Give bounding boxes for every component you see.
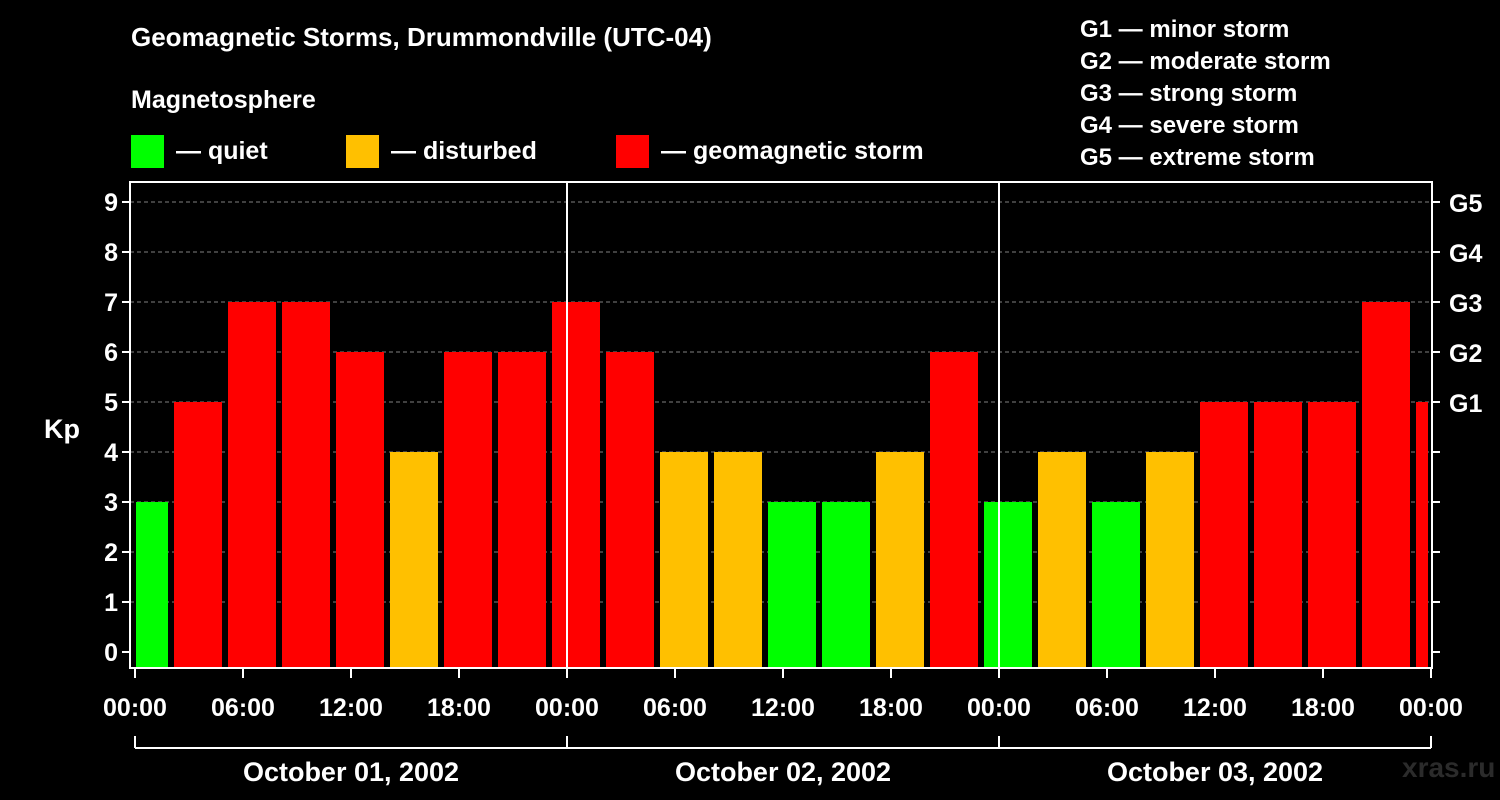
kp-bar [228,302,276,668]
y-tick-label: 0 [104,639,118,667]
kp-bar [1092,502,1140,668]
x-tick-label: 00:00 [535,694,599,722]
kp-bar [876,452,924,668]
x-tick-label: 06:00 [1075,694,1139,722]
x-tick-label: 00:00 [967,694,1031,722]
storm-scale-g2: G2 — moderate storm [1080,48,1331,75]
legend-swatch-quiet [131,134,164,168]
g-scale-label: G2 [1449,340,1482,368]
kp-bar [1416,402,1428,668]
chart-title: Geomagnetic Storms, Drummondville (UTC-0… [131,22,712,52]
legend-label-storm: — geomagnetic storm [661,136,924,165]
kp-bar [1362,302,1410,668]
g-scale-label: G3 [1449,290,1482,318]
kp-bar [390,452,438,668]
kp-bar [1200,402,1248,668]
y-tick-label: 5 [104,389,118,417]
legend-swatch-storm [616,134,649,168]
storm-scale-legend: G1 — minor storm G2 — moderate storm G3 … [1080,14,1331,174]
legend-item-disturbed: — disturbed [346,134,537,168]
watermark: xras.ru [1402,752,1496,783]
g-scale-label: G4 [1449,240,1482,268]
legend-item-quiet: — quiet [131,134,268,168]
legend-label-quiet: — quiet [176,136,268,165]
kp-bar [606,352,654,668]
kp-bar [660,452,708,668]
y-tick-label: 4 [104,439,118,467]
storm-scale-g4: G4 — severe storm [1080,112,1299,139]
x-tick-label: 12:00 [1183,694,1247,722]
kp-bar [282,302,330,668]
kp-bar [336,352,384,668]
day-label: October 02, 2002 [675,757,891,787]
y-tick-label: 6 [104,339,118,367]
kp-bar [1038,452,1086,668]
kp-bar [552,302,600,668]
legend-label-disturbed: — disturbed [391,136,537,165]
x-tick-label: 12:00 [751,694,815,722]
g-scale-label: G5 [1449,190,1482,218]
kp-bar [498,352,546,668]
x-tick-label: 18:00 [859,694,923,722]
y-axis-label: Kp [44,414,80,444]
storm-scale-g3: G3 — strong storm [1080,80,1298,107]
y-tick-label: 8 [104,239,118,267]
day-label: October 03, 2002 [1107,757,1323,787]
storm-scale-g5: G5 — extreme storm [1080,144,1315,171]
kp-bar [714,452,762,668]
kp-bar [1146,452,1194,668]
legend-swatch-disturbed [346,134,379,168]
kp-bar [174,402,222,668]
kp-bar [768,502,816,668]
y-tick-label: 1 [104,589,118,617]
y-tick-label: 2 [104,539,118,567]
kp-bar [136,502,168,668]
kp-bar [984,502,1032,668]
kp-bar [822,502,870,668]
x-tick-label: 00:00 [1399,694,1463,722]
kp-bar [1254,402,1302,668]
y-tick-label: 7 [104,289,118,317]
plot-frame [129,181,1433,669]
x-tick-label: 18:00 [427,694,491,722]
storm-scale-g1: G1 — minor storm [1080,16,1290,43]
day-label: October 01, 2002 [243,757,459,787]
g-scale-label: G1 [1449,390,1482,418]
x-tick-label: 18:00 [1291,694,1355,722]
x-tick-label: 12:00 [319,694,383,722]
kp-bar [444,352,492,668]
y-tick-label: 9 [104,189,118,217]
kp-bar [930,352,978,668]
x-tick-label: 00:00 [103,694,167,722]
y-tick-label: 3 [104,489,118,517]
chart-subtitle: Magnetosphere [131,86,316,114]
legend-item-storm: — geomagnetic storm [616,134,924,168]
kp-bar [1308,402,1356,668]
x-tick-label: 06:00 [211,694,275,722]
x-tick-label: 06:00 [643,694,707,722]
